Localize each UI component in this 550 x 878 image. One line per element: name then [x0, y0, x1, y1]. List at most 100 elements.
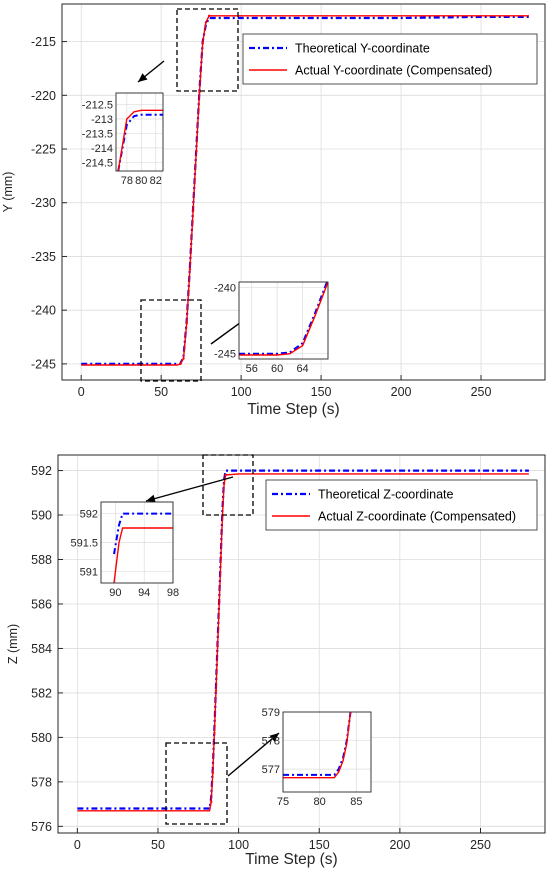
y-tick-label: 576	[31, 820, 52, 834]
inset-series	[239, 282, 328, 356]
data-point	[201, 41, 204, 44]
inset-y-tick-label: -214	[91, 143, 113, 155]
inset-frame	[282, 711, 372, 793]
y-axis-label: Z (mm)	[6, 624, 20, 664]
x-axis-label: Time Step (s)	[245, 851, 337, 868]
x-tick-label: 200	[389, 838, 410, 852]
zoom-arrow-head	[138, 73, 148, 82]
inset-actual-line	[239, 282, 328, 356]
inset-actual-line	[117, 109, 163, 171]
zoom-box	[176, 8, 239, 92]
inset-series	[113, 512, 173, 583]
y-tick-label: -230	[31, 196, 56, 210]
inset-area	[116, 93, 163, 171]
inset-plot: 56 60 64 -240 -245	[214, 281, 329, 375]
inset-theoretical-line	[239, 282, 328, 355]
inset-y-tick-label: 591.5	[70, 538, 98, 550]
inset-actual-line	[113, 527, 173, 583]
legend-box	[242, 33, 538, 85]
inset-y-tick-label: -240	[214, 282, 236, 294]
data-point	[195, 149, 198, 153]
inset-theoretical-line	[113, 512, 173, 555]
x-tick-label: 50	[151, 838, 165, 852]
inset-x-tick-label: 85	[350, 796, 362, 808]
x-tick-label: 100	[228, 838, 249, 852]
x-tick-label: 150	[309, 838, 330, 852]
inset-series	[117, 109, 163, 171]
y-tick-label: -220	[31, 89, 56, 103]
data-point	[185, 321, 188, 325]
inset-frame	[115, 92, 164, 172]
inset-y-tick-label: -245	[214, 349, 236, 361]
y-tick-label: -225	[31, 143, 56, 157]
y-tick-label: 586	[31, 597, 52, 611]
inset-x-tick-label: 80	[314, 796, 326, 808]
y-tick-label: 584	[31, 642, 52, 656]
data-point	[224, 473, 227, 477]
axes-frame	[57, 454, 546, 834]
y-tick-label: -245	[31, 357, 56, 371]
y-tick-label: 580	[31, 731, 52, 745]
data-point	[188, 268, 192, 271]
zoom-box	[165, 742, 228, 825]
inset-actual-line	[283, 712, 352, 779]
inset-frame	[238, 281, 329, 360]
data-point	[191, 209, 195, 212]
legend-label: Theoretical Z-coordinate	[318, 488, 454, 502]
x-tick-label: 0	[78, 385, 85, 399]
legend-label: Theoretical Y-coordinate	[295, 42, 430, 56]
data-point	[204, 21, 208, 24]
z-coordinate-chart: 0 50 100 150 200 250 576 578 580 582 584 586 588 590 5…	[6, 454, 546, 868]
x-tick-label: 150	[311, 385, 332, 399]
inset-y-tick-label: 579	[262, 707, 280, 719]
data-point	[209, 800, 213, 804]
inset-x-tick-label: 82	[150, 175, 162, 187]
data-point	[218, 600, 221, 603]
inset-area	[283, 712, 371, 792]
x-tick-label: 200	[391, 385, 412, 399]
zoom-box	[202, 454, 254, 516]
inset-y-tick-label: 592	[80, 509, 98, 521]
axes-frame	[61, 3, 546, 381]
inset-x-tick-label: 78	[121, 175, 133, 187]
inset-x-tick-label: 80	[135, 175, 147, 187]
zoom-box	[140, 299, 202, 382]
inset-y-tick-label: -213.5	[82, 128, 113, 140]
x-tick-label: 250	[470, 838, 491, 852]
y-axis-label: Y (mm)	[1, 172, 15, 213]
data-point	[179, 362, 182, 366]
data-point	[216, 645, 219, 648]
y-tick-label: 588	[31, 553, 52, 567]
y-tick-label: 582	[31, 686, 52, 700]
inset-y-tick-label: 578	[262, 736, 280, 748]
inset-y-tick-label: -214.5	[82, 157, 113, 169]
y-tick-label: 590	[31, 509, 52, 523]
x-tick-label: 0	[74, 838, 81, 852]
y-tick-label: -215	[31, 35, 56, 49]
y-tick-label: 592	[31, 464, 52, 478]
inset-x-tick-label: 75	[277, 796, 289, 808]
data-point	[207, 14, 211, 18]
data-point	[219, 556, 223, 559]
zoom-arrow	[227, 732, 280, 777]
inset-y-tick-label: -212.5	[82, 100, 113, 112]
inset-x-tick-label: 98	[167, 587, 179, 599]
inset-frame	[100, 501, 174, 584]
legend-box	[265, 479, 538, 531]
data-point	[213, 731, 216, 735]
inset-y-tick-label: -213	[91, 114, 113, 126]
inset-plot: 90 94 98 592 591.5 591	[70, 501, 179, 599]
inset-area	[239, 282, 328, 359]
x-tick-label: 100	[231, 385, 252, 399]
legend-label: Actual Z-coordinate (Compensated)	[318, 510, 516, 524]
legend-label: Actual Y-coordinate (Compensated)	[295, 64, 492, 78]
inset-x-tick-label: 56	[246, 363, 258, 375]
inset-y-tick-label: 591	[80, 566, 98, 578]
inset-plot: 75 80 85 577 578 579	[262, 707, 372, 808]
y-tick-label: 578	[31, 775, 52, 789]
inset-x-tick-label: 60	[271, 363, 283, 375]
data-point	[214, 689, 218, 692]
inset-x-tick-label: 94	[138, 587, 150, 599]
data-point	[211, 771, 215, 775]
